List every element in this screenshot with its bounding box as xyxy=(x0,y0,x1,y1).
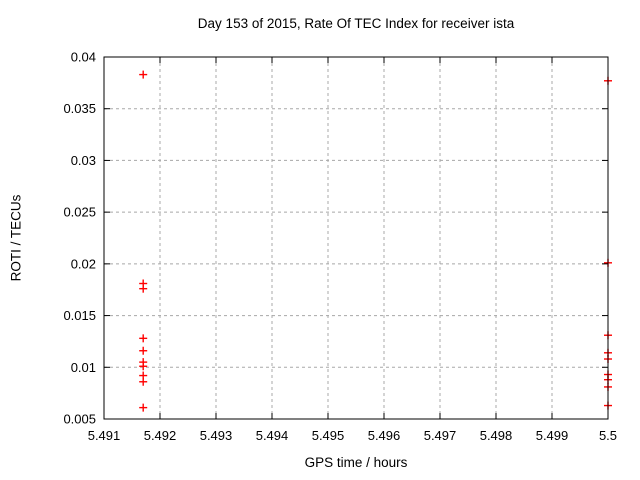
x-tick-label: 5.499 xyxy=(536,428,569,443)
x-tick-label: 5.491 xyxy=(88,428,121,443)
y-tick-label: 0.035 xyxy=(63,101,96,116)
x-tick-label: 5.495 xyxy=(312,428,345,443)
x-tick-label: 5.497 xyxy=(424,428,457,443)
y-tick-label: 0.03 xyxy=(71,153,96,168)
x-tick-label: 5.494 xyxy=(256,428,289,443)
x-tick-label: 5.492 xyxy=(144,428,177,443)
x-tick-label: 5.5 xyxy=(599,428,617,443)
x-axis-title: GPS time / hours xyxy=(304,455,408,470)
y-tick-label: 0.02 xyxy=(71,256,96,271)
y-tick-label: 0.015 xyxy=(63,308,96,323)
y-tick-label: 0.04 xyxy=(71,50,96,65)
x-tick-label: 5.493 xyxy=(200,428,233,443)
x-tick-label: 5.498 xyxy=(480,428,513,443)
x-tick-label: 5.496 xyxy=(368,428,401,443)
y-tick-label: 0.01 xyxy=(71,360,96,375)
chart-title: Day 153 of 2015, Rate Of TEC Index for r… xyxy=(197,16,515,31)
y-tick-label: 0.025 xyxy=(63,205,96,220)
plot-border xyxy=(103,56,609,420)
y-tick-label: 0.005 xyxy=(63,412,96,427)
